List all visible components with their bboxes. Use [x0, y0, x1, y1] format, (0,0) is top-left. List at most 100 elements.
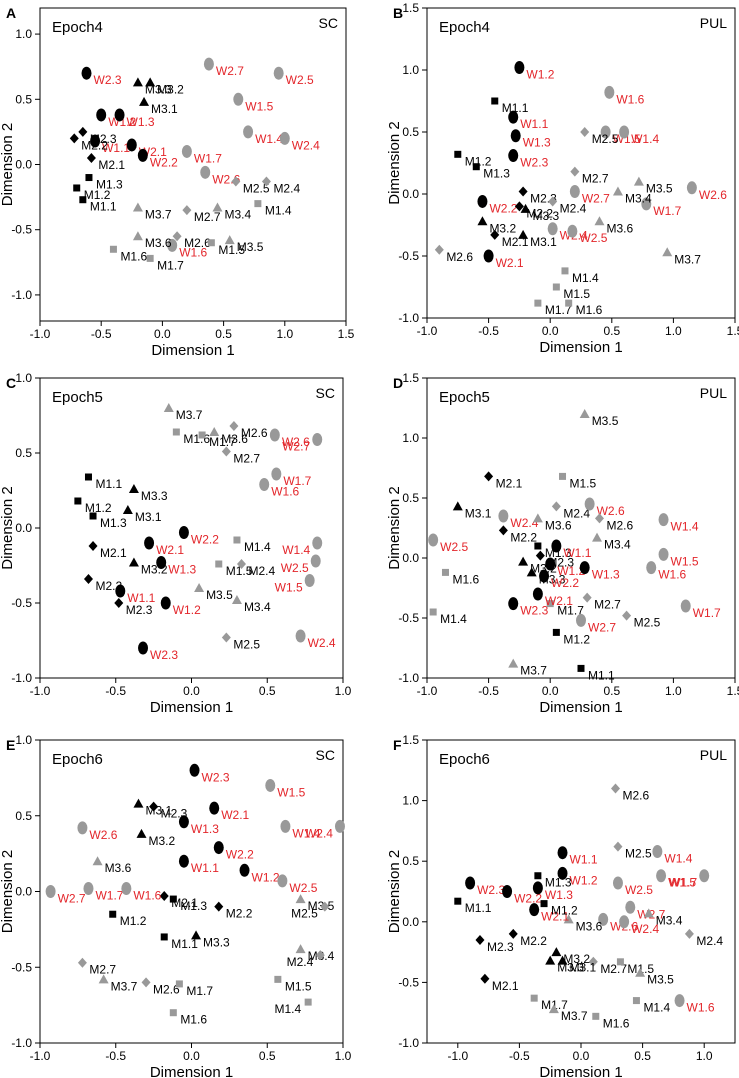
- point-label: W2.5: [625, 883, 653, 897]
- epoch-title: Epoch6: [52, 751, 103, 768]
- point-label: W1.3: [191, 822, 219, 836]
- point-label: M3.5: [646, 182, 673, 196]
- data-point-m2-3: [535, 550, 545, 561]
- y-tick-label: 0.0: [15, 885, 32, 899]
- point-label: W2.2: [514, 892, 542, 906]
- point-label: W2.2: [226, 848, 254, 862]
- point-label: W2.3: [477, 883, 505, 897]
- data-point-w1-1: [551, 539, 562, 553]
- data-point-m1-6: [109, 245, 117, 253]
- data-point-m3-7: [98, 974, 109, 984]
- point-label: W1.7: [669, 876, 697, 890]
- data-point-m2-5: [580, 127, 590, 137]
- x-tick-label: 0.0: [542, 684, 559, 698]
- point-label: W1.5: [245, 99, 273, 113]
- data-point-w1-4: [243, 125, 254, 139]
- point-label: W2.6: [597, 504, 625, 518]
- point-label: W2.3: [520, 156, 548, 170]
- data-point-w1-4: [658, 513, 669, 527]
- y-tick-label: 0.5: [15, 809, 32, 823]
- data-point-w1-4: [280, 819, 291, 833]
- data-point-m3-3: [520, 203, 531, 213]
- x-tick-label: 1.5: [727, 684, 739, 698]
- data-point-m3-5: [633, 176, 644, 186]
- data-point-w2-3: [189, 763, 200, 777]
- y-tick-label: -0.5: [398, 975, 419, 989]
- data-point-w1-2: [557, 866, 568, 880]
- y-tick-label: 0.5: [402, 125, 419, 139]
- x-tick-label: 1.0: [335, 684, 352, 698]
- panel-letter: B: [393, 5, 403, 21]
- point-label: W1.1: [520, 117, 548, 131]
- x-axis-label: Dimension 1: [539, 699, 622, 716]
- point-label: W2.5: [579, 231, 607, 245]
- data-point-m2-5: [231, 176, 241, 187]
- point-label: M1.5: [570, 476, 597, 490]
- data-point-m1-3: [472, 163, 480, 171]
- point-label: M1.3: [180, 899, 207, 913]
- data-point-w1-3: [510, 129, 521, 143]
- data-point-m1-5: [215, 560, 223, 568]
- point-label: M1.5: [226, 564, 253, 578]
- region-label: PUL: [700, 385, 727, 401]
- data-point-w1-1: [178, 854, 189, 868]
- data-point-m1-4: [304, 998, 312, 1006]
- point-label: M3.4: [656, 913, 683, 927]
- data-point-w1-5: [600, 125, 611, 139]
- point-label: M2.4: [248, 564, 275, 578]
- point-label: M2.6: [606, 518, 633, 532]
- data-point-w1-7: [680, 599, 691, 613]
- y-tick-label: 0.0: [15, 158, 32, 172]
- point-label: M2.1: [100, 546, 127, 560]
- point-label: M3.7: [520, 664, 547, 678]
- point-label: M1.5: [218, 243, 245, 257]
- point-label: W1.5: [275, 581, 303, 595]
- point-label: M1.7: [557, 604, 584, 618]
- data-point-w2-2: [502, 885, 513, 898]
- data-point-w1-5: [304, 574, 315, 587]
- point-label: M2.1: [496, 476, 523, 490]
- data-point-m2-4: [548, 196, 558, 207]
- data-point-w2-2: [213, 841, 224, 855]
- data-point-m1-2: [109, 910, 117, 918]
- point-label: M1.7: [545, 303, 572, 317]
- x-tick-label: -1.0: [30, 327, 51, 341]
- point-label: W2.5: [286, 73, 314, 87]
- y-tick-label: 0.5: [402, 491, 419, 505]
- data-point-w2-3: [508, 149, 519, 163]
- panel-letter: C: [6, 375, 16, 391]
- data-point-m1-3: [534, 542, 542, 550]
- data-point-m1-5: [559, 472, 567, 480]
- data-point-w2-4: [295, 629, 306, 643]
- point-label: M3.4: [224, 208, 251, 222]
- point-label: M3.5: [592, 414, 619, 428]
- point-label: M2.1: [171, 896, 198, 910]
- data-point-m3-1: [452, 501, 463, 511]
- data-point-m2-2: [498, 525, 508, 536]
- data-point-w2-6: [584, 497, 595, 511]
- point-label: W1.5: [613, 132, 641, 146]
- x-tick-label: -0.5: [105, 684, 126, 698]
- point-label: M3.7: [561, 1009, 588, 1023]
- point-label: W1.1: [102, 141, 130, 155]
- point-label: W2.7: [282, 440, 310, 454]
- point-label: W2.7: [58, 892, 86, 906]
- data-point-m2-7: [182, 205, 192, 216]
- point-label: M1.4: [274, 1002, 301, 1016]
- data-point-w1-2: [545, 557, 556, 571]
- data-point-m2-6: [594, 513, 604, 524]
- point-label: M3.7: [674, 252, 701, 266]
- data-point-m2-3: [114, 598, 124, 608]
- data-point-m2-4: [315, 950, 325, 961]
- data-point-m1-1: [577, 664, 585, 672]
- data-point-m3-6: [532, 513, 543, 523]
- data-point-w1-2: [96, 108, 107, 122]
- data-point-w1-5: [265, 778, 276, 792]
- data-point-w1-3: [178, 815, 189, 829]
- data-point-m1-1: [84, 473, 92, 481]
- data-point-w2-4: [498, 509, 509, 523]
- x-tick-label: -1.0: [30, 684, 51, 698]
- y-tick-label: -0.5: [11, 223, 32, 237]
- point-label: M1.7: [186, 984, 213, 998]
- data-point-w2-6: [686, 181, 697, 195]
